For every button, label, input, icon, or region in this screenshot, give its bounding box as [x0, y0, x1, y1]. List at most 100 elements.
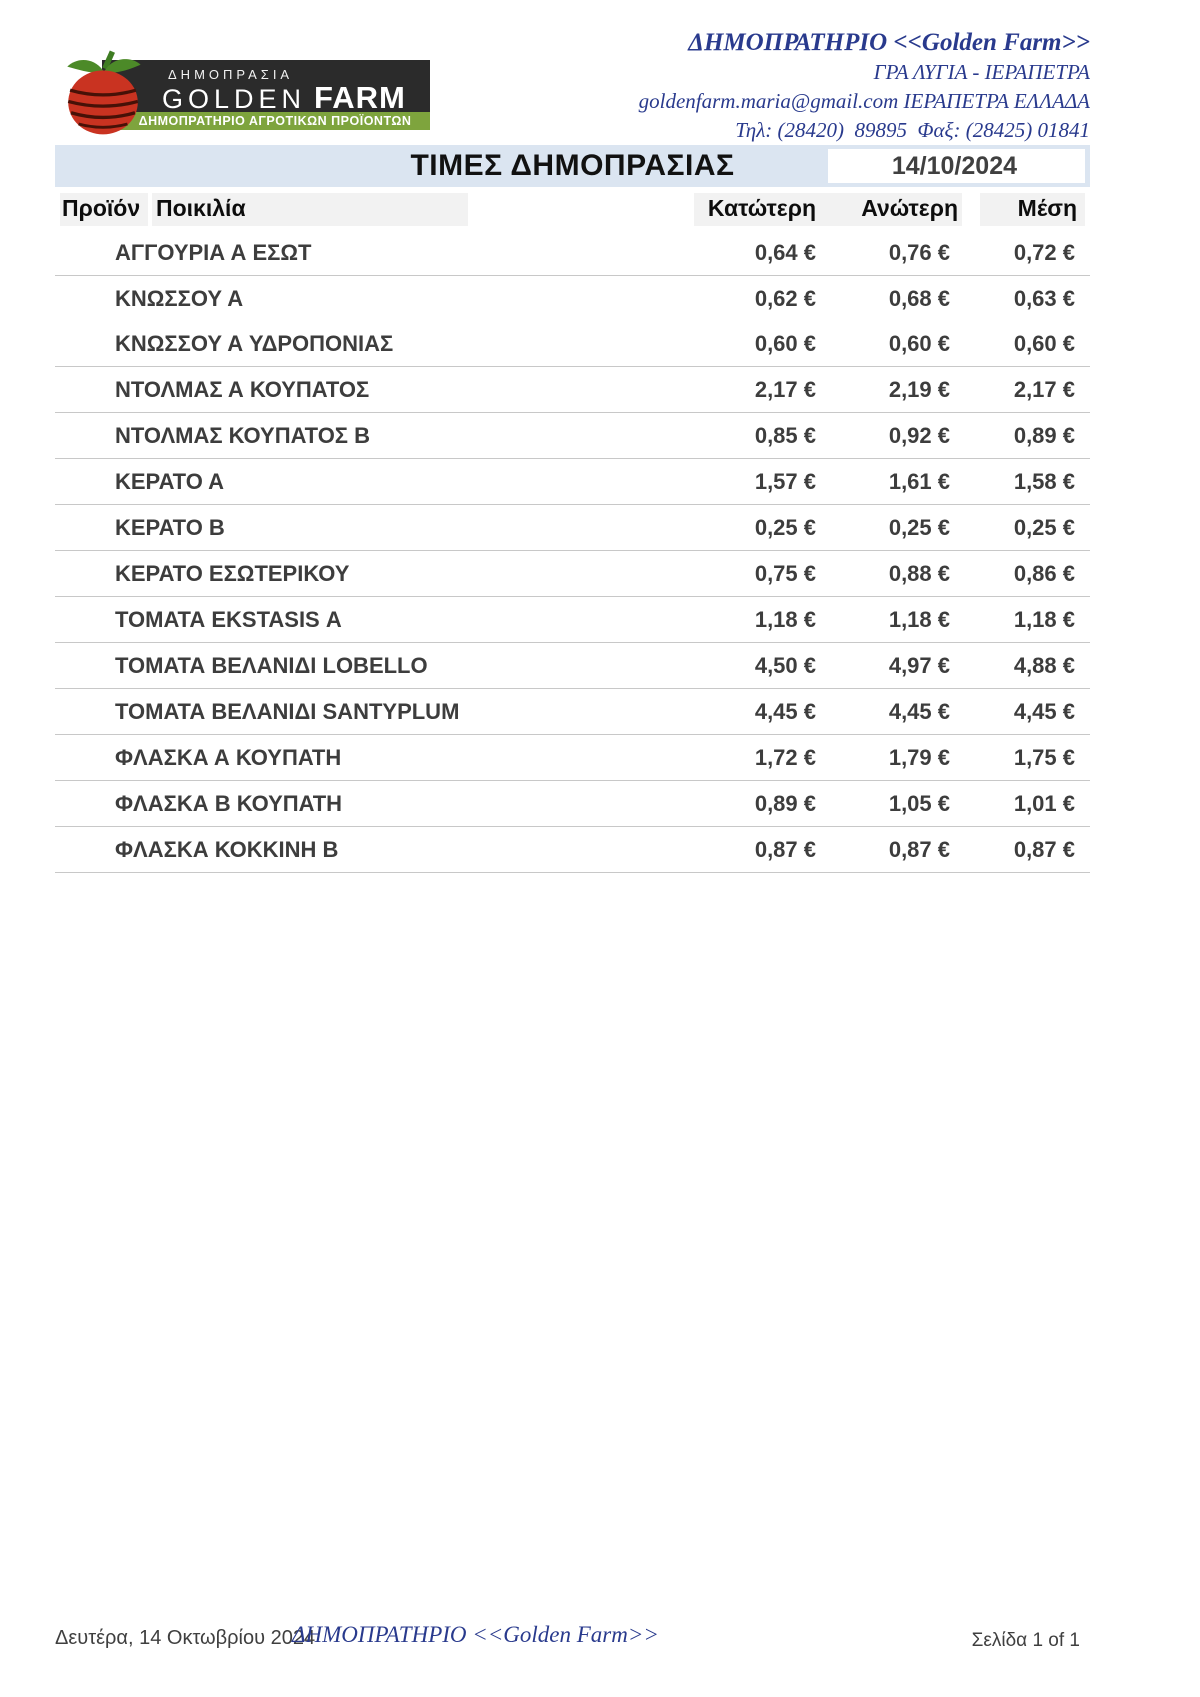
cell-avg: 1,18 €: [1013, 606, 1075, 632]
logo-dark-panel: ΔΗΜΟΠΡΑΣΙΑ GOLDEN FARM: [102, 60, 430, 115]
page-title: ΤΙΜΕΣ ΔΗΜΟΠΡΑΣΙΑΣ: [410, 149, 735, 182]
cell-low: 0,62 €: [754, 285, 816, 311]
table-row: ΚΕΡΑΤΟ ΕΣΩΤΕΡΙΚΟΥ 0,75 € 0,88 € 0,86 €: [55, 551, 1090, 596]
contact-email-line: goldenfarm.maria@gmail.com ΙΕΡΑΠΕΤΡΑ ΕΛΛ…: [638, 89, 1090, 113]
product-group: ΦΛΑΣΚΑ Β ΚΟΥΠΑΤΗ 0,89 € 1,05 € 1,01 €: [55, 781, 1090, 827]
cell-avg: 0,60 €: [1013, 330, 1075, 356]
cell-variety: ΚΕΡΑΤΟ Α: [115, 468, 225, 494]
table-row: ΝΤΟΛΜΑΣ Α ΚΟΥΠΑΤΟΣ 2,17 € 2,19 € 2,17 €: [55, 367, 1090, 412]
cell-low: 0,89 €: [754, 790, 816, 816]
contact-phone-fax: Τηλ: (28420) 89895 Φαξ: (28425) 01841: [735, 118, 1090, 142]
table-row: ΚΝΩΣΣΟΥ Α ΥΔΡΟΠΟΝΙΑΣ 0,60 € 0,60 € 0,60 €: [55, 321, 1090, 366]
cell-low: 2,17 €: [754, 376, 816, 402]
cell-low: 1,72 €: [754, 744, 816, 770]
cell-low: 1,57 €: [754, 468, 816, 494]
product-group: ΚΕΡΑΤΟ ΕΣΩΤΕΡΙΚΟΥ 0,75 € 0,88 € 0,86 €: [55, 551, 1090, 597]
cell-low: 1,18 €: [754, 606, 816, 632]
footer-page-number: Σελίδα 1 of 1: [971, 1630, 1080, 1651]
cell-variety: ΚΝΩΣΣΟΥ Α: [115, 285, 244, 311]
header-bg-low-high: [694, 193, 962, 226]
cell-avg: 0,87 €: [1013, 836, 1075, 862]
logo-tagline: ΔΗΜΟΠΡΑΤΗΡΙΟ ΑΓΡΟΤΙΚΩΝ ΠΡΟΪΟΝΤΩΝ: [120, 112, 430, 130]
header-high: Ανώτερη: [861, 195, 958, 221]
logo-brand: GOLDEN FARM: [162, 80, 430, 116]
cell-avg: 0,25 €: [1013, 514, 1075, 540]
contact-block: ΔΗΜΟΠΡΑΤΗΡΙΟ <<Golden Farm>> ΓΡΑ ΛΥΓΙΑ -…: [639, 28, 1090, 145]
cell-high: 4,97 €: [888, 652, 950, 678]
cell-variety: ΦΛΑΣΚΑ ΚΟΚΚΙΝΗ Β: [115, 836, 339, 862]
contact-company: ΔΗΜΟΠΡΑΤΗΡΙΟ <<Golden Farm>>: [688, 29, 1090, 56]
table-row: ΤΟΜΑΤΑ EKSTASIS Α 1,18 € 1,18 € 1,18 €: [55, 597, 1090, 642]
product-group: ΝΤΟΛΜΑΣ ΚΟΥΠΑΤΟΣ Β 0,85 € 0,92 € 0,89 €: [55, 413, 1090, 459]
golden-farm-logo: ΔΗΜΟΠΡΑΣΙΑ GOLDEN FARM ΔΗΜΟΠΡΑΤΗΡΙΟ ΑΓΡΟΤ…: [58, 50, 430, 135]
product-group: ΑΓΓΟΥΡΙΑ Α ΕΣΩΤ 0,64 € 0,76 € 0,72 €: [55, 230, 1090, 276]
logo-auction-word: ΔΗΜΟΠΡΑΣΙΑ: [168, 67, 294, 82]
cell-high: 0,60 €: [888, 330, 950, 356]
cell-avg: 0,89 €: [1013, 422, 1075, 448]
cell-avg: 1,58 €: [1013, 468, 1075, 494]
cell-variety: ΝΤΟΛΜΑΣ ΚΟΥΠΑΤΟΣ Β: [115, 422, 371, 448]
product-group: ΤΟΜΑΤΑ ΒΕΛΑΝΙΔΙ SANTYPLUM 4,45 € 4,45 € 4,4…: [55, 689, 1090, 735]
cell-low: 0,75 €: [754, 560, 816, 586]
cell-high: 0,25 €: [888, 514, 950, 540]
cell-high: 0,68 €: [888, 285, 950, 311]
footer-date: Δευτέρα, 14 Οκτωβρίου 2024: [55, 1627, 316, 1649]
table-row: ΚΝΩΣΣΟΥ Α 0,62 € 0,68 € 0,63 €: [55, 276, 1090, 321]
contact-location: ΓΡΑ ΛΥΓΙΑ - ΙΕΡΑΠΕΤΡΑ: [873, 60, 1090, 84]
product-group: ΦΛΑΣΚΑ Α ΚΟΥΠΑΤΗ 1,72 € 1,79 € 1,75 €: [55, 735, 1090, 781]
cell-variety: ΤΟΜΑΤΑ ΒΕΛΑΝΙΔΙ SANTYPLUM: [115, 698, 460, 724]
cell-avg: 1,75 €: [1013, 744, 1075, 770]
cell-low: 0,25 €: [754, 514, 816, 540]
cell-variety: ΝΤΟΛΜΑΣ Α ΚΟΥΠΑΤΟΣ: [115, 376, 370, 402]
product-group: ΝΤΟΛΜΑΣ Α ΚΟΥΠΑΤΟΣ 2,17 € 2,19 € 2,17 €: [55, 367, 1090, 413]
cell-variety: ΚΝΩΣΣΟΥ Α ΥΔΡΟΠΟΝΙΑΣ: [115, 330, 394, 356]
header-product: Προϊόν: [62, 195, 141, 221]
auction-date: 14/10/2024: [828, 149, 1085, 183]
header-variety: Ποικιλία: [156, 195, 246, 221]
table-row: ΤΟΜΑΤΑ ΒΕΛΑΝΙΔΙ SANTYPLUM 4,45 € 4,45 € 4,4…: [55, 689, 1090, 734]
product-group: ΚΕΡΑΤΟ Β 0,25 € 0,25 € 0,25 €: [55, 505, 1090, 551]
cell-low: 0,64 €: [754, 239, 816, 265]
cell-high: 1,18 €: [888, 606, 950, 632]
cell-low: 0,87 €: [754, 836, 816, 862]
header-avg: Μέση: [1017, 195, 1077, 221]
header-bg-product: [60, 193, 148, 226]
table-row: ΦΛΑΣΚΑ Β ΚΟΥΠΑΤΗ 0,89 € 1,05 € 1,01 €: [55, 781, 1090, 826]
header-bg-avg: [980, 193, 1085, 226]
table-row: ΚΕΡΑΤΟ Α 1,57 € 1,61 € 1,58 €: [55, 459, 1090, 504]
price-table-body: ΑΓΓΟΥΡΙΑ Α ΕΣΩΤ 0,64 € 0,76 € 0,72 € ΚΝΩΣΣΟΥ…: [55, 230, 1090, 873]
cell-avg: 0,86 €: [1013, 560, 1075, 586]
cell-avg: 1,01 €: [1013, 790, 1075, 816]
cell-variety: ΚΕΡΑΤΟ ΕΣΩΤΕΡΙΚΟΥ: [115, 560, 350, 586]
cell-high: 2,19 €: [888, 376, 950, 402]
logo-brand-farm: FARM: [314, 80, 406, 115]
cell-variety: ΚΕΡΑΤΟ Β: [115, 514, 225, 540]
product-group: ΚΝΩΣΣΟΥ Α 0,62 € 0,68 € 0,63 € ΚΝΩΣΣΟΥ Α ΥΔΡ…: [55, 276, 1090, 367]
cell-high: 0,92 €: [888, 422, 950, 448]
title-bar: ΤΙΜΕΣ ΔΗΜΟΠΡΑΣΙΑΣ 14/10/2024: [55, 145, 1090, 187]
cell-high: 0,88 €: [888, 560, 950, 586]
cell-variety: ΤΟΜΑΤΑ EKSTASIS Α: [115, 606, 342, 632]
cell-avg: 0,63 €: [1013, 285, 1075, 311]
cell-high: 1,61 €: [888, 468, 950, 494]
cell-variety: ΑΓΓΟΥΡΙΑ Α ΕΣΩΤ: [115, 239, 312, 265]
product-group: ΚΕΡΑΤΟ Α 1,57 € 1,61 € 1,58 €: [55, 459, 1090, 505]
logo-brand-golden: GOLDEN: [162, 84, 307, 114]
table-row: ΦΛΑΣΚΑ ΚΟΚΚΙΝΗ Β 0,87 € 0,87 € 0,87 €: [55, 827, 1090, 872]
cell-variety: ΤΟΜΑΤΑ ΒΕΛΑΝΙΔΙ LOBELLO: [115, 652, 428, 678]
header-bg-variety: [152, 193, 468, 226]
header-low: Κατώτερη: [707, 195, 816, 221]
table-row: ΝΤΟΛΜΑΣ ΚΟΥΠΑΤΟΣ Β 0,85 € 0,92 € 0,89 €: [55, 413, 1090, 458]
cell-variety: ΦΛΑΣΚΑ Α ΚΟΥΠΑΤΗ: [115, 744, 342, 770]
footer-brand: ΔΗΜΟΠΡΑΤΗΡΙΟ <<Golden Farm>>: [292, 1622, 659, 1647]
tomato-icon: [67, 50, 141, 135]
product-group: ΦΛΑΣΚΑ ΚΟΚΚΙΝΗ Β 0,87 € 0,87 € 0,87 €: [55, 827, 1090, 873]
cell-high: 0,76 €: [888, 239, 950, 265]
cell-high: 4,45 €: [888, 698, 950, 724]
table-row: ΤΟΜΑΤΑ ΒΕΛΑΝΙΔΙ LOBELLO 4,50 € 4,97 € 4,88 …: [55, 643, 1090, 688]
cell-low: 0,85 €: [754, 422, 816, 448]
cell-low: 4,45 €: [754, 698, 816, 724]
cell-high: 0,87 €: [888, 836, 950, 862]
table-row: ΦΛΑΣΚΑ Α ΚΟΥΠΑΤΗ 1,72 € 1,79 € 1,75 €: [55, 735, 1090, 780]
